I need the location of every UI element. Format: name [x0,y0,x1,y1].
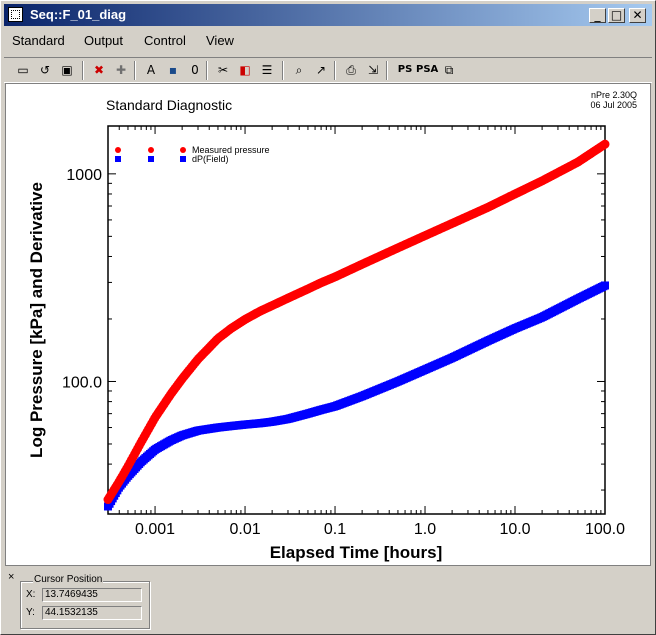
cursor-position-label: Cursor Position [33,574,104,586]
status-panel: × Cursor Position X: 13.7469435 Y: 44.15… [4,569,652,631]
copy-icon[interactable]: ⧉ [444,63,454,77]
app-icon[interactable] [8,7,23,22]
toolbar-separator [134,61,136,80]
menu-standard[interactable]: Standard [12,33,65,48]
text-icon[interactable]: A [146,63,156,77]
toolbar-separator [282,61,284,80]
menu-view[interactable]: View [206,33,234,48]
version-label: nPre 2.30Q [591,90,637,100]
reset-icon[interactable]: ↺ [39,63,51,77]
toolbar-separator [206,61,208,80]
y-tick-label: 1000 [66,167,102,184]
add-icon[interactable]: ✚ [115,63,127,77]
color-icon[interactable]: ◧ [239,63,251,77]
arrow-icon[interactable]: ↗ [315,63,327,77]
toolbar: ▭ ↺ ▣ ✖ ✚ A ▪ 0 ✂ ◧ ☰ ⌕ ↗ ⎙ ⇲ PS PSA ⧉ [4,57,652,83]
title-bar[interactable]: Seq::F_01_diag _ □ ✕ [4,4,652,26]
legend-marker [115,156,121,162]
x-axis-label: Elapsed Time [hours] [270,543,443,562]
x-tick-label: 0.001 [135,521,175,538]
window-title: Seq::F_01_diag [30,7,127,22]
toolbar-separator [334,61,336,80]
toolbar-separator [82,61,84,80]
cursor-y-field[interactable]: 44.1532135 [42,606,142,620]
x-tick-label: 0.01 [229,521,260,538]
toolbar-separator [386,61,388,80]
derivative-point [601,281,609,290]
cursor-y-label: Y: [26,607,35,618]
cursor-x-label: X: [26,589,36,600]
legend-label: dP(Field) [192,154,229,164]
menu-bar: Standard Output Control View [4,29,652,53]
print-icon[interactable]: ⎙ [346,63,356,77]
save-icon[interactable]: ▪ [168,63,178,77]
cursor-position-group: Cursor Position X: 13.7469435 Y: 44.1532… [20,574,150,629]
x-tick-label: 10.0 [499,521,530,538]
date-label: 06 Jul 2005 [590,100,637,110]
legend-marker [148,147,154,153]
postscript-icon[interactable]: PS [397,64,413,75]
legend-marker [115,147,121,153]
x-tick-label: 1.0 [414,521,436,538]
menu-output[interactable]: Output [84,33,124,48]
minimize-button[interactable]: _ [589,8,606,23]
new-plot-icon[interactable]: ▭ [17,63,29,77]
close-button[interactable]: ✕ [629,8,646,23]
cursor-x-field[interactable]: 13.7469435 [42,588,142,602]
menu-control[interactable]: Control [144,33,186,48]
close-panel-icon[interactable]: × [8,571,15,583]
export-icon[interactable]: ⇲ [367,63,379,77]
y-axis-label: Log Pressure [kPa] and Derivative [27,182,46,458]
legend-label: Measured pressure [192,145,270,155]
pressure-point [600,139,610,149]
delete-icon[interactable]: ✖ [93,63,105,77]
psa-icon[interactable]: PSA [416,64,439,75]
legend-marker [180,147,186,153]
plot-frame [107,125,606,515]
legend-marker [180,156,186,162]
add-plot-icon[interactable]: ▣ [61,63,73,77]
legend-marker [148,156,154,162]
zero-icon[interactable]: 0 [191,63,199,77]
x-tick-label: 100.0 [585,521,625,538]
diagnostic-chart: Standard Diagnostic nPre 2.30Q 06 Jul 20… [27,90,637,562]
chart-title: Standard Diagnostic [106,97,232,113]
scissors-icon[interactable]: ✂ [217,63,229,77]
plot-area[interactable]: Standard Diagnostic nPre 2.30Q 06 Jul 20… [5,83,651,566]
x-tick-label: 0.1 [324,521,346,538]
y-tick-label: 100.0 [62,374,102,391]
list-icon[interactable]: ☰ [261,63,273,77]
zoom-icon[interactable]: ⌕ [295,63,303,77]
maximize-button[interactable]: □ [608,8,625,23]
